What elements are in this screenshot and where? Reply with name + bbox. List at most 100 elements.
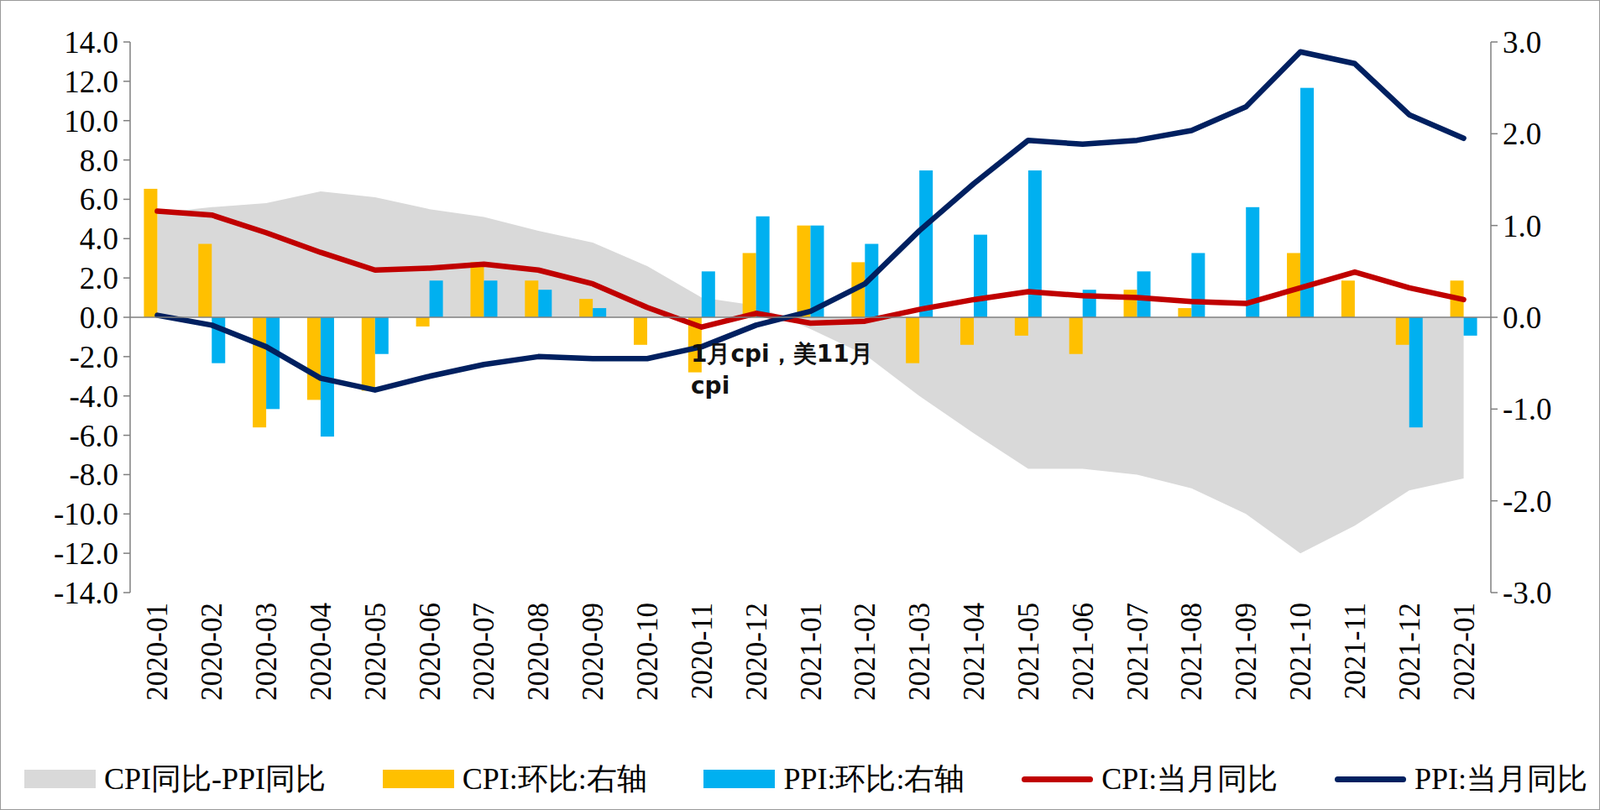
x-tick-label: 2020-05: [359, 602, 393, 701]
y-tick-label: 0.0: [79, 300, 119, 335]
legend-swatch: [24, 769, 96, 789]
y2-tick-label: 2.0: [1502, 116, 1542, 152]
y-tick: [123, 277, 131, 279]
legend-label: CPI:环比:右轴: [462, 758, 648, 800]
x-tick-label: 2020-03: [250, 602, 283, 701]
bar: [416, 317, 430, 327]
x-tick-label: 2020-06: [413, 602, 447, 701]
y2-tick: [1490, 408, 1498, 411]
x-tick-label: 2020-07: [467, 602, 501, 701]
y-tick-label: 10.0: [63, 104, 119, 139]
bar: [701, 271, 716, 318]
y-tick-label: 14.0: [63, 25, 119, 60]
x-tick-label: 2022-01: [1448, 602, 1481, 701]
bar: [198, 244, 212, 318]
legend-item: CPI:环比:右轴: [382, 758, 648, 800]
x-tick-label: 2021-06: [1066, 602, 1100, 701]
bar: [742, 252, 757, 318]
y-tick-label: -10.0: [53, 496, 119, 532]
legend-item: CPI同比-PPI同比: [24, 758, 326, 800]
legend-swatch: [1334, 776, 1407, 783]
y2-tick-label: 3.0: [1502, 25, 1542, 60]
x-tick-label: 2021-07: [1121, 602, 1155, 701]
y-tick: [123, 552, 131, 555]
y-tick-label: -2.0: [68, 339, 119, 375]
legend-swatch: [703, 769, 775, 789]
bar: [266, 317, 280, 409]
y2-tick: [1490, 316, 1498, 319]
x-tick-label: 2021-11: [1338, 602, 1372, 700]
bar: [143, 188, 157, 318]
y2-tick: [1490, 224, 1498, 227]
x-tick-label: 2020-11: [685, 602, 719, 700]
bar: [1137, 271, 1151, 318]
x-tick-label: 2020-10: [631, 602, 665, 701]
bar: [960, 317, 974, 346]
y-tick: [123, 395, 131, 398]
y-tick: [123, 41, 131, 43]
bar: [973, 235, 988, 318]
y-tick: [123, 434, 131, 437]
x-tick-label: 2021-10: [1284, 602, 1318, 701]
y-tick: [123, 513, 131, 516]
legend-swatch: [382, 769, 455, 789]
y-tick: [123, 238, 131, 241]
y-tick-label: -12.0: [53, 536, 119, 571]
y-tick: [123, 474, 131, 476]
annotation: 1月cpi，美11月cpi: [690, 338, 883, 403]
bar: [252, 317, 267, 428]
bar: [429, 280, 444, 318]
bar: [1177, 308, 1192, 318]
bar: [579, 298, 593, 318]
y-tick: [123, 120, 131, 122]
x-tick-label: 2021-12: [1393, 602, 1427, 701]
bar: [538, 289, 552, 318]
x-tick-label: 2021-03: [903, 602, 936, 701]
plot-area: [143, 52, 1477, 554]
bar: [307, 317, 321, 400]
y2-tick: [1490, 500, 1498, 502]
y2-tick-label: -3.0: [1502, 575, 1553, 611]
x-tick-label: 2020-04: [304, 602, 338, 701]
y2-tick-label: 1.0: [1502, 209, 1542, 244]
y2-tick-label: -2.0: [1502, 484, 1553, 519]
legend-item: CPI:当月同比: [1021, 758, 1278, 800]
x-tick-label: 2021-04: [957, 602, 991, 701]
y-tick-label: -14.0: [53, 575, 119, 611]
x-tick-label: 2021-01: [794, 602, 828, 701]
bar: [1396, 317, 1410, 346]
legend-item: PPI:环比:右轴: [703, 758, 965, 800]
x-tick-label: 2020-01: [141, 602, 174, 701]
bar: [919, 170, 933, 318]
chart-container: -14.0-12.0-10.0-8.0-6.0-4.0-2.00.02.04.0…: [0, 0, 1600, 810]
bar: [592, 308, 607, 318]
bar: [1014, 317, 1029, 336]
y-tick-label: 4.0: [79, 221, 119, 257]
y2-tick: [1490, 133, 1498, 136]
bar: [633, 317, 648, 346]
y-tick-label: 2.0: [79, 261, 119, 296]
y2-tick-label: -1.0: [1502, 392, 1553, 427]
legend: CPI同比-PPI同比CPI:环比:右轴PPI:环比:右轴CPI:当月同比PPI…: [24, 758, 1588, 800]
chart: -14.0-12.0-10.0-8.0-6.0-4.0-2.00.02.04.0…: [0, 0, 1600, 810]
y-tick-label: -4.0: [68, 379, 119, 414]
area: [156, 191, 1464, 554]
y2-tick: [1490, 41, 1498, 43]
y-tick-label: -6.0: [68, 418, 119, 454]
x-tick-label: 2021-09: [1229, 602, 1263, 701]
bar: [1069, 317, 1083, 355]
bar: [797, 225, 811, 318]
x-tick-label: 2020-12: [740, 602, 774, 701]
y2-tick-label: 0.0: [1502, 300, 1542, 335]
bar: [756, 216, 770, 318]
bar: [483, 280, 497, 318]
y2-tick: [1490, 591, 1498, 594]
x-tick-label: 2021-02: [848, 602, 882, 701]
bar: [1464, 317, 1478, 336]
bar: [375, 317, 389, 355]
bar: [905, 317, 920, 364]
y-tick: [123, 355, 131, 358]
x-tick-label: 2020-08: [522, 602, 555, 701]
bar: [361, 317, 376, 391]
bar: [1286, 252, 1301, 318]
